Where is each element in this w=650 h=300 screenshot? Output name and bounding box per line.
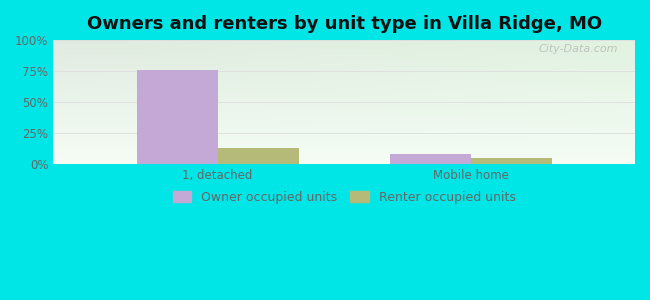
Legend: Owner occupied units, Renter occupied units: Owner occupied units, Renter occupied un…: [166, 184, 522, 210]
Title: Owners and renters by unit type in Villa Ridge, MO: Owners and renters by unit type in Villa…: [86, 15, 602, 33]
Bar: [136, 70, 218, 164]
Bar: [389, 154, 471, 164]
Bar: [471, 158, 552, 164]
Bar: [218, 148, 298, 164]
Text: City-Data.com: City-Data.com: [538, 44, 617, 54]
